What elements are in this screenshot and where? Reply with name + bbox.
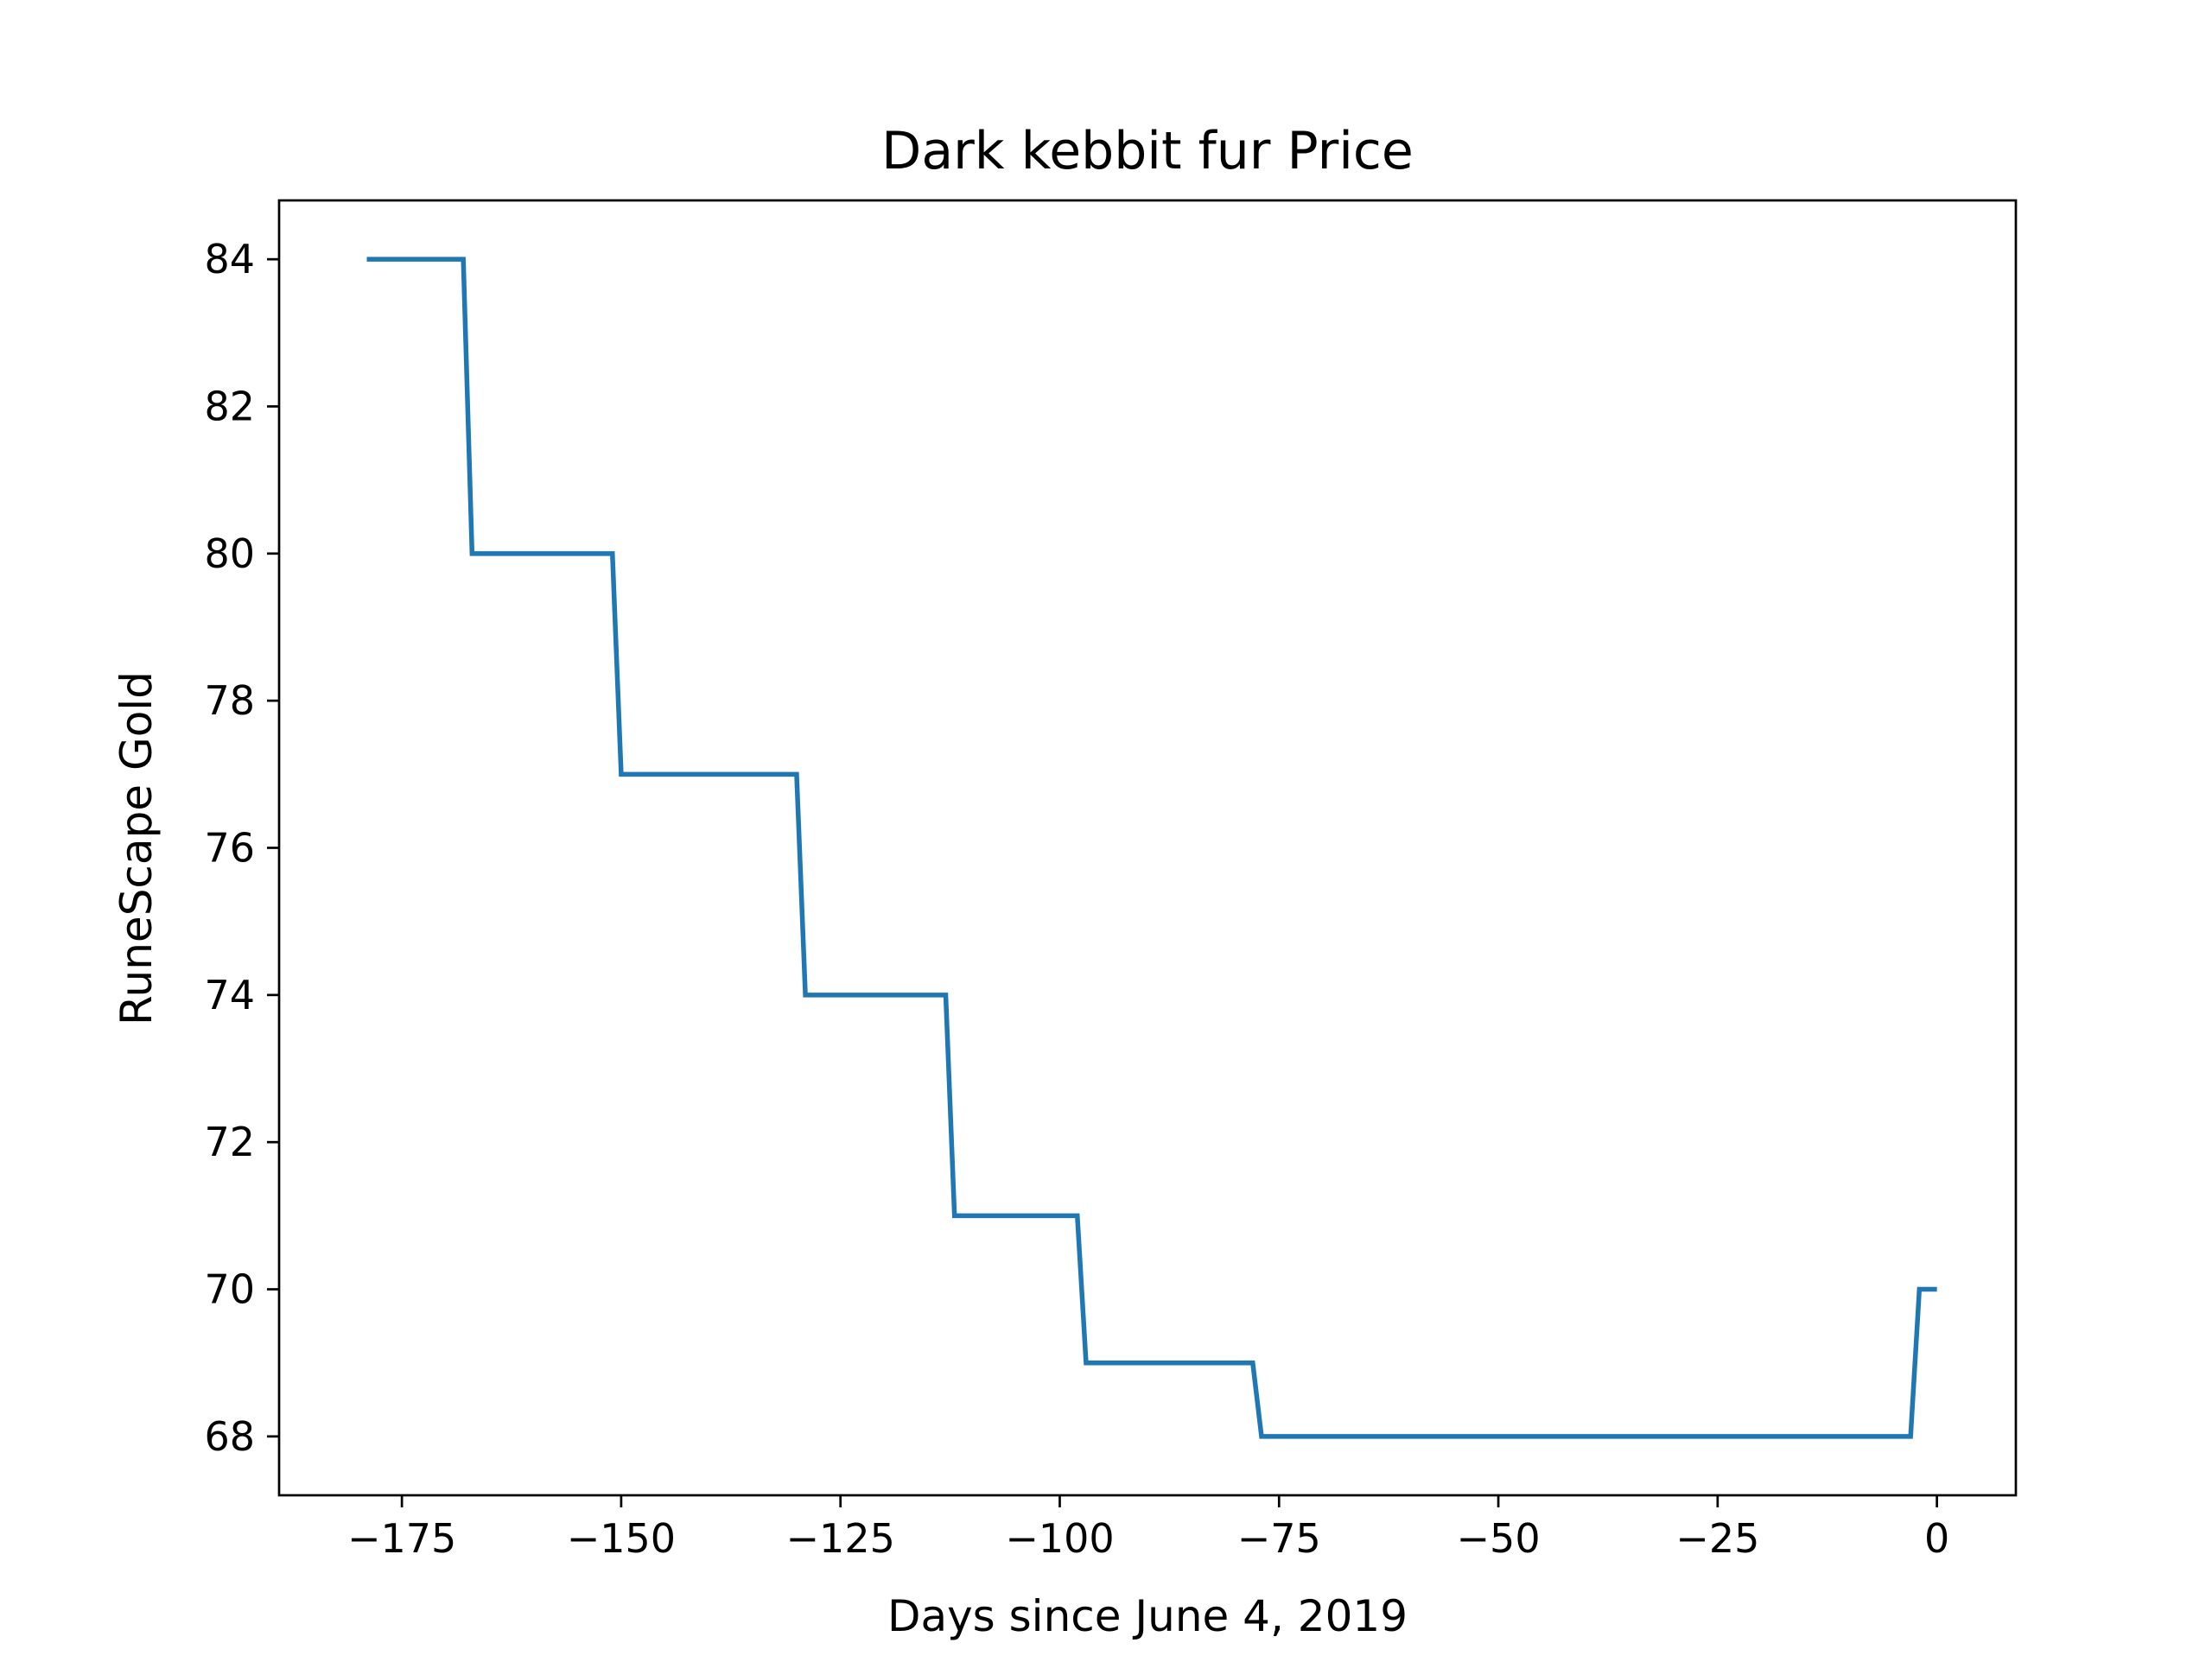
x-tick-label: −100 <box>1005 1515 1114 1562</box>
y-tick-label: 82 <box>204 383 255 429</box>
y-tick-label: 76 <box>204 825 255 872</box>
chart-title: Dark kebbit fur Price <box>881 121 1414 181</box>
x-tick-label: −50 <box>1457 1515 1541 1562</box>
y-tick-label: 84 <box>204 236 255 282</box>
x-tick-label: 0 <box>1924 1515 1949 1562</box>
x-tick-label: −175 <box>347 1515 456 1562</box>
axis-ticks: −175 −150 −125 −100 −75 −50 −25 0 68 70 72 74 76 78 80… <box>204 236 1949 1562</box>
y-axis-label: RuneScape Gold <box>111 671 162 1025</box>
x-axis-label: Days since June 4, 2019 <box>887 1591 1408 1641</box>
y-tick-label: 78 <box>204 677 255 724</box>
y-tick-label: 68 <box>204 1413 255 1460</box>
y-tick-label: 80 <box>204 530 255 577</box>
y-tick-label: 74 <box>204 972 255 1018</box>
x-tick-label: −125 <box>786 1515 895 1562</box>
y-tick-label: 72 <box>204 1119 255 1165</box>
series-line-0 <box>366 257 1937 1439</box>
y-tick-label: 70 <box>204 1266 255 1313</box>
x-tick-label: −75 <box>1237 1515 1321 1562</box>
x-tick-label: −150 <box>567 1515 676 1562</box>
x-tick-label: −25 <box>1675 1515 1759 1562</box>
